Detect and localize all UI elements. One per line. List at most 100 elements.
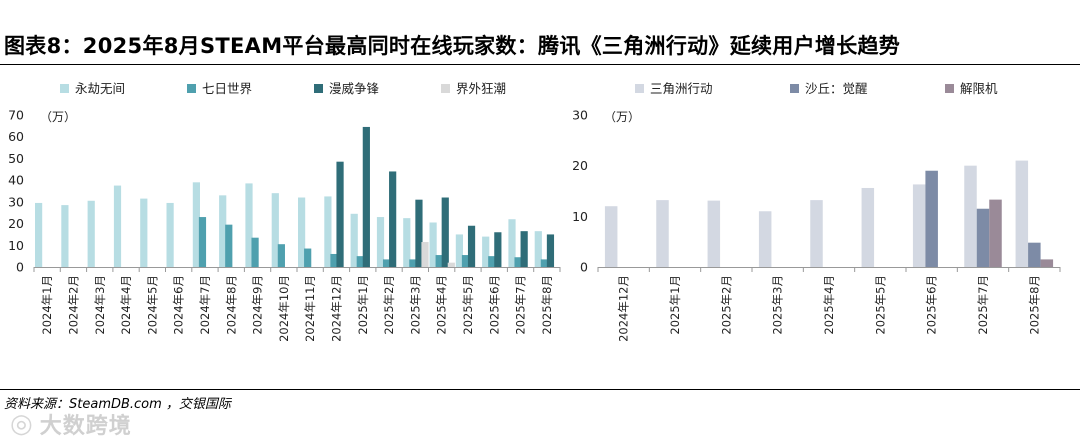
chart2-bar-0-5 xyxy=(861,187,875,267)
chart2-ytick-0: 0 xyxy=(580,260,588,275)
chart1-xtick-label-18: 2025年7月 xyxy=(514,275,528,335)
chart2-ytick-20: 20 xyxy=(572,158,588,173)
chart1-legend-swatch-1 xyxy=(187,84,196,93)
chart1-legend-label-1: 七日世界 xyxy=(202,81,253,96)
charts-area: 永劫无间 七日世界 漫威争锋 界外狂潮 （万） 0 10 20 30 40 50 60 70 2024年1… xyxy=(8,81,1061,342)
chart2-xtick-label-0: 2024年12月 xyxy=(617,275,631,342)
chart1-ytick-60: 60 xyxy=(8,129,24,144)
source-rule xyxy=(0,389,1080,390)
chart1-bar-0-14 xyxy=(403,218,411,267)
chart1-bar-0-16 xyxy=(455,234,463,267)
chart2-bar-0-1 xyxy=(656,200,669,267)
chart1-ytick-10: 10 xyxy=(8,238,24,253)
chart1-legend-label-3: 界外狂潮 xyxy=(456,81,506,96)
chart1-legend-swatch-0 xyxy=(60,84,69,93)
chart1-bar-1-6 xyxy=(198,217,207,267)
chart1-bar-2-19 xyxy=(546,234,555,267)
chart2-bar-1-6 xyxy=(925,170,938,267)
chart1-bar-2-14 xyxy=(415,199,423,267)
chart-title: 图表8：2025年8月STEAM平台最高同时在线玩家数：腾讯《三角洲行动》延续用… xyxy=(4,34,901,58)
chart1-bar-1-18 xyxy=(514,257,522,267)
chart1-bar-1-12 xyxy=(356,256,364,267)
chart2-legend-label-0: 三角洲行动 xyxy=(650,81,713,96)
chart2-ytick-30: 30 xyxy=(572,108,588,123)
chart1-bar-2-16 xyxy=(467,225,476,267)
chart1-xtick-label-0: 2024年1月 xyxy=(40,275,54,335)
chart2-legend-swatch-2 xyxy=(945,84,954,93)
chart1-unit-label: （万） xyxy=(40,110,76,124)
chart1-bar-1-9 xyxy=(277,244,285,267)
chart1-bar-3-15 xyxy=(447,262,455,267)
chart1-bar-2-15 xyxy=(441,197,449,267)
chart1-xtick-label-4: 2024年5月 xyxy=(145,275,159,335)
chart1-xtick-label-14: 2025年3月 xyxy=(408,275,422,335)
chart1-bar-0-13 xyxy=(376,217,385,267)
chart1-xtick-label-1: 2024年2月 xyxy=(66,275,80,335)
chart1-bar-0-7 xyxy=(219,195,227,267)
chart1-bar-0-11 xyxy=(324,196,332,267)
chart2-legend-label-1: 沙丘：觉醒 xyxy=(805,81,868,96)
chart2-legend-label-2: 解限机 xyxy=(960,81,998,96)
chart1-bar-1-14 xyxy=(409,259,417,267)
chart1-bar-1-19 xyxy=(540,259,548,267)
chart1-bar-1-15 xyxy=(435,255,443,267)
chart1-bar-0-15 xyxy=(429,222,437,267)
chart1-ytick-70: 70 xyxy=(8,108,24,123)
chart1-xtick-label-3: 2024年4月 xyxy=(119,275,133,335)
chart1-bar-0-3 xyxy=(113,185,122,267)
chart1-ytick-0: 0 xyxy=(16,260,24,275)
chart2-xtick-label-6: 2025年6月 xyxy=(925,275,939,335)
chart1-bar-1-13 xyxy=(382,259,391,267)
chart1-xtick-label-10: 2024年11月 xyxy=(303,275,317,342)
source-note: 资料来源：SteamDB.com ，交银国际 xyxy=(4,397,231,412)
chart1-legend-swatch-2 xyxy=(314,84,323,93)
chart2-ytick-10: 10 xyxy=(572,209,588,224)
chart1-bar-2-12 xyxy=(362,126,370,267)
chart1-xtick-label-5: 2024年6月 xyxy=(172,275,186,335)
chart1-legend-swatch-3 xyxy=(441,84,450,93)
chart1-bar-0-19 xyxy=(534,231,542,267)
chart1-bar-1-16 xyxy=(461,255,470,267)
chart1-ytick-40: 40 xyxy=(8,173,24,188)
chart1-bar-0-4 xyxy=(140,198,148,267)
chart1-xtick-label-13: 2025年2月 xyxy=(382,275,396,335)
chart1-bar-0-9 xyxy=(271,193,279,267)
chart2-bar-0-0 xyxy=(604,206,618,267)
chart1-bar-0-8 xyxy=(245,183,253,267)
title-rule xyxy=(0,64,1080,65)
chart2-bar-1-7 xyxy=(976,208,990,267)
chart1-bar-0-0 xyxy=(35,202,43,267)
chart1-xtick-label-9: 2024年10月 xyxy=(277,275,291,342)
chart1-bar-0-6 xyxy=(192,182,200,267)
chart2-bar-0-4 xyxy=(810,200,823,267)
chart1-bar-1-8 xyxy=(251,237,259,267)
chart1-xtick-label-16: 2025年5月 xyxy=(461,275,475,335)
chart1-bar-1-10 xyxy=(304,248,312,267)
chart1-xtick-label-2: 2024年3月 xyxy=(93,275,107,335)
chart1-legend-label-0: 永劫无间 xyxy=(75,81,125,96)
chart1-bar-1-11 xyxy=(330,253,338,267)
chart1-bar-0-1 xyxy=(61,205,69,267)
chart1-bar-0-2 xyxy=(87,200,95,267)
chart1-bar-0-10 xyxy=(298,197,306,267)
chart1-xtick-label-7: 2024年8月 xyxy=(224,275,238,335)
chart1-xtick-label-15: 2025年4月 xyxy=(435,275,449,335)
chart2-xtick-label-3: 2025年3月 xyxy=(771,275,785,335)
watermark-logo-icon: ◎ xyxy=(10,409,34,439)
chart1-bar-3-14 xyxy=(421,242,429,267)
chart2-legend-swatch-0 xyxy=(635,84,644,93)
watermark: ◎ 大数跨境 xyxy=(10,408,132,440)
chart1-xtick-label-6: 2024年7月 xyxy=(198,275,212,335)
chart1-bar-1-7 xyxy=(225,224,233,267)
watermark-text: 大数跨境 xyxy=(39,414,132,439)
chart2-bar-0-3 xyxy=(758,211,772,267)
chart2-bar-0-6 xyxy=(912,184,926,267)
chart2-bar-0-8 xyxy=(1015,160,1029,267)
chart1-xtick-label-17: 2025年6月 xyxy=(487,275,501,335)
chart1-xtick-label-19: 2025年8月 xyxy=(540,275,554,335)
chart1-bar-1-17 xyxy=(488,256,496,267)
chart1-bar-0-18 xyxy=(508,219,516,267)
chart1-xtick-label-8: 2024年9月 xyxy=(251,275,265,335)
chart2-bar-1-8 xyxy=(1028,242,1041,267)
chart2-bar-0-7 xyxy=(964,165,977,267)
